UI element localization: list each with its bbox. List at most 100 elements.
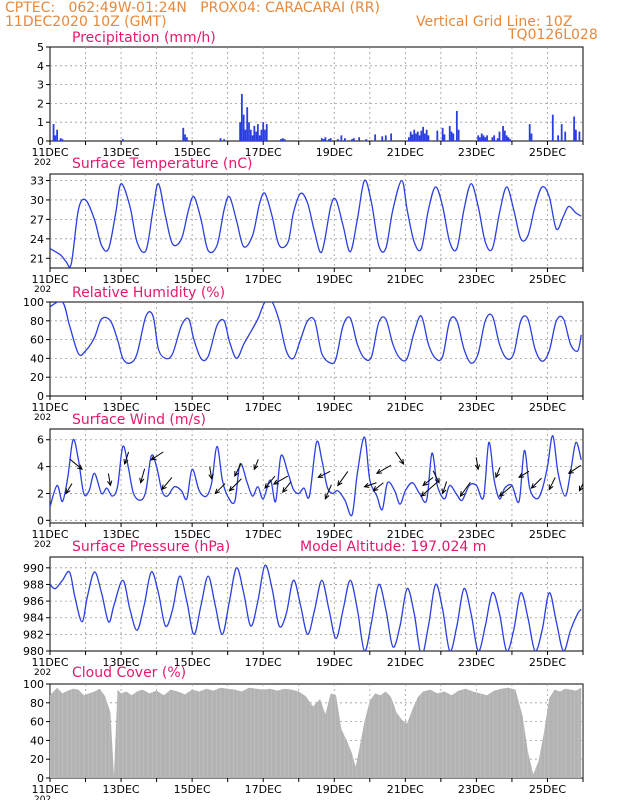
precip-bar bbox=[265, 124, 268, 141]
rh-year-stub: 202 bbox=[34, 413, 51, 423]
press-data bbox=[50, 564, 582, 651]
press-line bbox=[50, 564, 582, 651]
precip-bar bbox=[407, 137, 410, 141]
press-xtick-label: 21DEC bbox=[387, 656, 424, 669]
precip-bar bbox=[328, 139, 330, 141]
rh-title: Relative Humidity (%) bbox=[72, 285, 225, 301]
precip-bar bbox=[352, 138, 355, 141]
wind-arrow bbox=[234, 463, 242, 477]
wind-arrow bbox=[422, 477, 434, 486]
press-ytick-label: 988 bbox=[23, 578, 44, 591]
wind-arrow-head bbox=[317, 473, 324, 478]
wind-panel: 0 2 4 6 11DEC 13DEC 15DEC 17DEC 19DEC 21DEC 23DEC 2… bbox=[31, 412, 584, 550]
wind-arrow-head bbox=[434, 477, 440, 484]
wind-arrow bbox=[442, 481, 448, 494]
precip-bar bbox=[246, 107, 249, 141]
precip-bar bbox=[329, 138, 332, 141]
precip-xtick-label: 21DEC bbox=[387, 146, 424, 159]
precip-bar bbox=[507, 137, 510, 141]
precip-bar bbox=[498, 131, 501, 141]
wind-arrow-head bbox=[474, 464, 481, 471]
wind-xtick-label: 13DEC bbox=[103, 528, 140, 541]
precip-bar bbox=[505, 135, 508, 141]
precip-bar bbox=[52, 124, 55, 141]
precip-bar bbox=[244, 129, 247, 141]
press-ytick-label: 982 bbox=[23, 628, 44, 641]
wind-arrow bbox=[318, 470, 331, 478]
rh-xtick-label: 19DEC bbox=[316, 401, 353, 414]
precip-ytick-label: 5 bbox=[37, 41, 44, 54]
wind-arrow-head bbox=[548, 484, 554, 491]
precip-bar bbox=[418, 135, 421, 141]
precip-bar bbox=[436, 130, 439, 141]
precip-bar bbox=[425, 129, 428, 141]
rh-frame bbox=[49, 301, 584, 397]
wind-arrow-head bbox=[139, 477, 145, 484]
cloud-xtick-label: 15DEC bbox=[174, 783, 211, 796]
precip-bar bbox=[258, 135, 261, 141]
cloud-xtick-label: 17DEC bbox=[245, 783, 282, 796]
precip-bar bbox=[249, 129, 252, 141]
press-title: Surface Pressure (hPa) bbox=[72, 539, 230, 555]
wind-ytick-label: 4 bbox=[37, 461, 44, 474]
precip-bar bbox=[409, 131, 412, 141]
precip-xtick-label: 23DEC bbox=[458, 146, 495, 159]
precip-bar bbox=[493, 135, 496, 141]
precip-bar bbox=[422, 126, 424, 141]
wind-arrow-head bbox=[337, 480, 343, 487]
precip-bar bbox=[484, 137, 487, 141]
precip-bar bbox=[182, 127, 185, 141]
press-xtick-label: 11DEC bbox=[31, 656, 68, 669]
cloud-xtick-label: 25DEC bbox=[529, 783, 566, 796]
precip-bar bbox=[281, 138, 284, 141]
wind-arrow-head bbox=[567, 468, 574, 474]
temp-year-stub: 202 bbox=[34, 285, 51, 295]
precip-bar bbox=[479, 137, 481, 141]
wind-arrow-head bbox=[264, 483, 270, 489]
precip-bar bbox=[248, 122, 250, 141]
temp-panel: 21 24 27 30 33 11DEC 13DEC 15DEC 17DEC 19DEC 21DEC… bbox=[30, 156, 584, 295]
temp-ytick-label: 27 bbox=[30, 213, 44, 226]
wind-arrow bbox=[107, 473, 111, 486]
rh-xtick-label: 25DEC bbox=[529, 401, 566, 414]
wind-arrow-head bbox=[459, 491, 466, 498]
precip-bar bbox=[358, 137, 361, 141]
cloud-xtick-label: 13DEC bbox=[103, 783, 140, 796]
precip-bar bbox=[477, 135, 480, 141]
temp-xtick-label: 19DEC bbox=[316, 273, 353, 286]
precip-bar bbox=[411, 134, 414, 141]
cloud-xtick-label: 19DEC bbox=[316, 783, 353, 796]
wind-xtick-label: 21DEC bbox=[387, 528, 424, 541]
precip-bar bbox=[457, 129, 460, 141]
wind-arrow-head bbox=[214, 488, 221, 495]
precip-bar bbox=[121, 139, 124, 141]
precip-ytick-label: 1 bbox=[37, 116, 44, 129]
rh-xtick-label: 23DEC bbox=[458, 401, 495, 414]
wind-arrow-head bbox=[530, 483, 537, 489]
precip-bar bbox=[452, 133, 455, 141]
precip-bar bbox=[324, 137, 327, 141]
wind-arrow bbox=[395, 451, 404, 465]
precip-bar bbox=[340, 135, 343, 141]
rh-ytick-label: 100 bbox=[23, 296, 44, 309]
wind-arrow-head bbox=[495, 472, 500, 479]
precip-bar bbox=[390, 133, 393, 141]
wind-xtick-label: 15DEC bbox=[174, 528, 211, 541]
cloud-xtick-label: 21DEC bbox=[387, 783, 424, 796]
precip-bar bbox=[351, 139, 353, 141]
wind-arrow bbox=[518, 470, 530, 478]
precip-data bbox=[52, 94, 581, 141]
cloud-ytick-label: 100 bbox=[23, 678, 44, 691]
precip-bar bbox=[54, 135, 57, 141]
press-ytick-label: 990 bbox=[23, 562, 44, 575]
wind-xtick-label: 11DEC bbox=[31, 528, 68, 541]
precip-year-stub: 202 bbox=[34, 158, 51, 168]
precip-bar bbox=[185, 137, 188, 141]
rh-xtick-label: 15DEC bbox=[174, 401, 211, 414]
rh-line bbox=[50, 302, 582, 365]
wind-data bbox=[50, 435, 583, 517]
wind-arrow bbox=[364, 482, 377, 488]
rh-ytick-label: 80 bbox=[30, 315, 44, 328]
press-ytick-label: 986 bbox=[23, 595, 44, 608]
